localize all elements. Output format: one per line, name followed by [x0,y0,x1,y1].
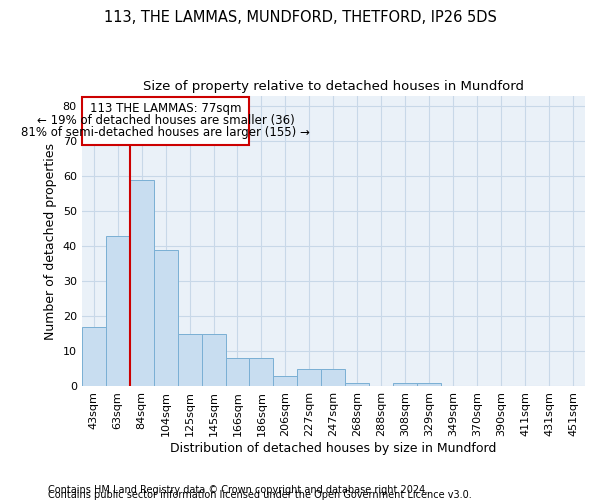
Bar [82,98,250,144]
Bar [178,334,202,386]
Text: Contains public sector information licensed under the Open Government Licence v3: Contains public sector information licen… [48,490,472,500]
Y-axis label: Number of detached properties: Number of detached properties [44,142,57,340]
Bar [106,236,130,386]
Bar [130,180,154,386]
Title: Size of property relative to detached houses in Mundford: Size of property relative to detached ho… [143,80,524,93]
Text: 81% of semi-detached houses are larger (155) →: 81% of semi-detached houses are larger (… [22,126,310,138]
Bar [154,250,178,386]
Bar [274,376,298,386]
Text: ← 19% of detached houses are smaller (36): ← 19% of detached houses are smaller (36… [37,114,295,127]
Bar [202,334,226,386]
Bar [393,383,417,386]
Bar [298,369,322,386]
X-axis label: Distribution of detached houses by size in Mundford: Distribution of detached houses by size … [170,442,497,455]
Bar [346,383,370,386]
Text: 113, THE LAMMAS, MUNDFORD, THETFORD, IP26 5DS: 113, THE LAMMAS, MUNDFORD, THETFORD, IP2… [104,10,496,25]
Text: Contains HM Land Registry data © Crown copyright and database right 2024.: Contains HM Land Registry data © Crown c… [48,485,428,495]
Bar [250,358,274,386]
Bar [226,358,250,386]
Bar [82,327,106,386]
Bar [322,369,346,386]
Text: 113 THE LAMMAS: 77sqm: 113 THE LAMMAS: 77sqm [90,102,242,115]
Bar [417,383,441,386]
